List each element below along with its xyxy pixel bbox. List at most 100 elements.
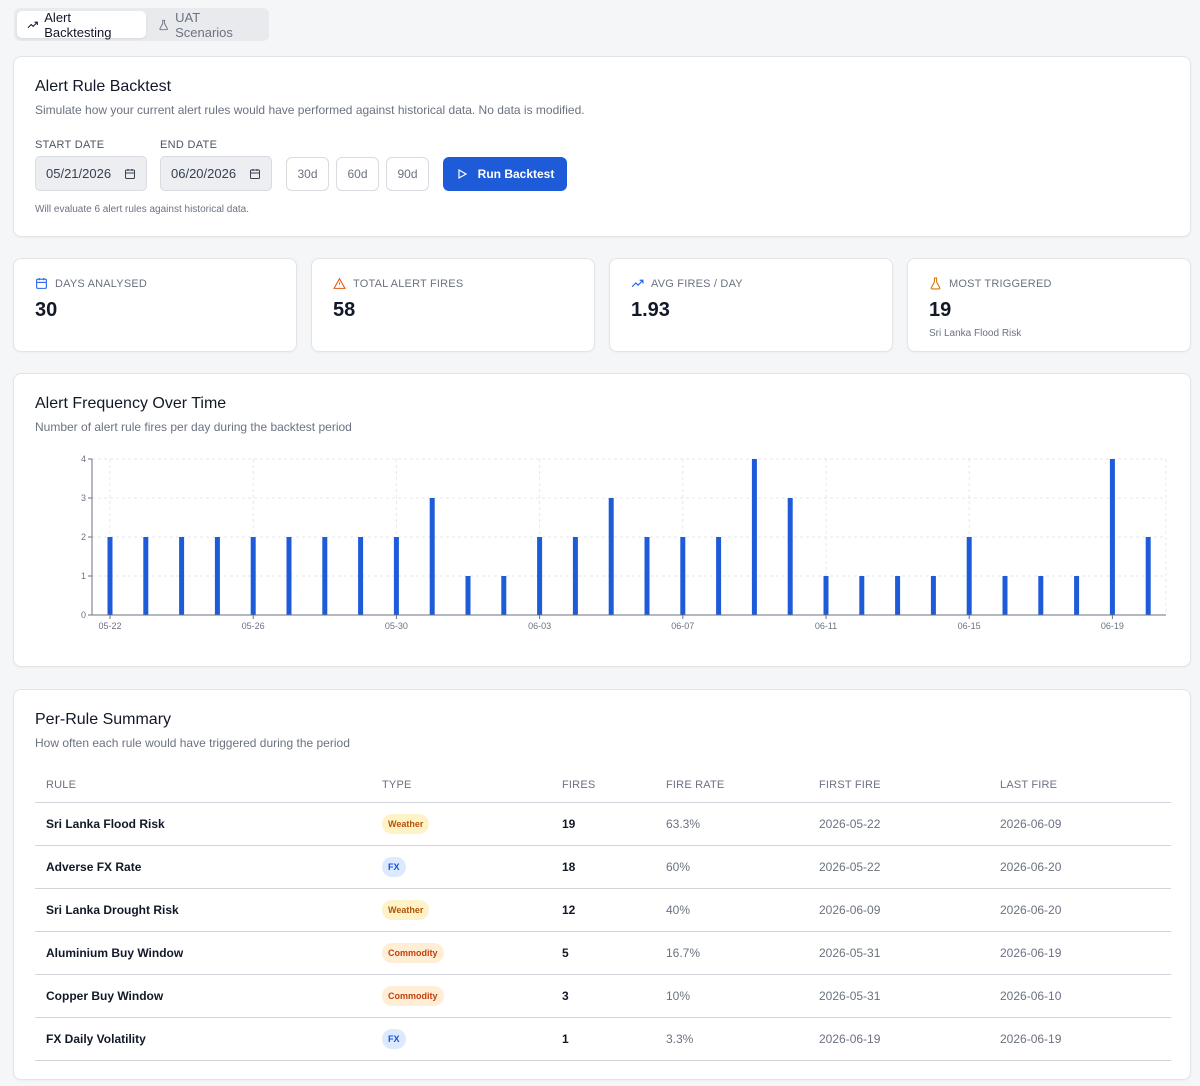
chart-bar <box>250 537 256 615</box>
stat-value: 19 <box>929 299 952 321</box>
chart-bar <box>930 576 936 615</box>
chart-title: Alert Frequency Over Time <box>35 395 227 412</box>
y-tick-label: 3 <box>81 493 86 503</box>
fire-rate: 3.3% <box>655 1017 808 1061</box>
warning-icon <box>333 277 346 289</box>
end-date-label: END DATE <box>160 139 218 151</box>
stat-value: 58 <box>333 299 356 321</box>
calendar-icon <box>36 278 47 289</box>
type-badge: Weather <box>382 899 430 920</box>
x-tick-label: 06-07 <box>671 621 694 631</box>
start-date-input[interactable]: 05/21/2026 <box>35 156 147 191</box>
tab-uat-scenarios[interactable]: UAT Scenarios <box>148 9 266 40</box>
column-header-last-fire[interactable]: LAST FIRE <box>989 768 1171 803</box>
stat-sub: Sri Lanka Flood Risk <box>929 328 1022 339</box>
first-fire: 2026-06-19 <box>808 1017 989 1061</box>
x-tick-label: 05-22 <box>98 621 121 631</box>
start-date-label: START DATE <box>35 139 105 151</box>
run-backtest-button[interactable]: Run Backtest <box>443 157 567 191</box>
type-badge: Weather <box>382 813 430 834</box>
table-title: Per-Rule Summary <box>35 711 172 728</box>
fires-count: 19 <box>551 802 655 846</box>
chart-bar <box>214 537 220 615</box>
backtest-title: Alert Rule Backtest <box>35 78 172 95</box>
stat-value: 1.93 <box>631 299 670 321</box>
type-badge: Commodity <box>382 942 444 963</box>
type-badge: FX <box>382 856 406 877</box>
chart-bar <box>393 537 399 615</box>
y-tick-label: 2 <box>81 532 86 542</box>
view-tabs: Alert Backtesting UAT Scenarios <box>14 8 269 41</box>
column-header-first-fire[interactable]: FIRST FIRE <box>808 768 989 803</box>
trending-up-icon <box>631 279 644 288</box>
preset-90d-button[interactable]: 90d <box>386 157 429 191</box>
stat-label: DAYS ANALYSED <box>55 277 148 290</box>
fires-count: 3 <box>551 974 655 1018</box>
x-tick-label: 06-03 <box>528 621 551 631</box>
rule-name: FX Daily Volatility <box>35 1017 371 1061</box>
x-tick-label: 05-26 <box>242 621 265 631</box>
preset-30d-button[interactable]: 30d <box>286 157 329 191</box>
table-row: Adverse FX Rate FX 18 60% 2026-05-22 202… <box>35 845 1171 889</box>
chart-bar <box>859 576 865 615</box>
rule-name: Copper Buy Window <box>35 974 371 1018</box>
chart-bar <box>286 537 292 615</box>
chart-bar <box>358 537 364 615</box>
chart-bar <box>716 537 722 615</box>
table-header-row: RULE TYPE FIRES FIRE RATE FIRST FIRE LAS… <box>35 768 1171 803</box>
rule-name: Aluminium Buy Window <box>35 931 371 975</box>
first-fire: 2026-05-31 <box>808 974 989 1018</box>
stat-total-alert-fires: TOTAL ALERT FIRES 58 <box>311 258 595 352</box>
start-date-value: 05/21/2026 <box>46 166 112 181</box>
column-header-fires[interactable]: FIRES <box>551 768 655 803</box>
first-fire: 2026-05-31 <box>808 931 989 975</box>
chart-bar <box>143 537 149 615</box>
last-fire: 2026-06-10 <box>989 974 1171 1018</box>
preset-60d-button[interactable]: 60d <box>336 157 379 191</box>
stat-avg-fires-per-day: AVG FIRES / DAY 1.93 <box>609 258 893 352</box>
rule-name: Sri Lanka Flood Risk <box>35 802 371 846</box>
fires-count: 12 <box>551 888 655 932</box>
tab-label: UAT Scenarios <box>175 9 233 40</box>
stat-label: TOTAL ALERT FIRES <box>353 277 464 290</box>
y-tick-label: 1 <box>81 571 86 581</box>
chart-bar <box>1074 576 1080 615</box>
column-header-rule[interactable]: RULE <box>35 768 371 803</box>
calendar-icon <box>125 168 135 179</box>
first-fire: 2026-05-22 <box>808 802 989 846</box>
chart-bar <box>1109 459 1115 615</box>
first-fire: 2026-06-09 <box>808 888 989 932</box>
last-fire: 2026-06-19 <box>989 931 1171 975</box>
backtest-subtitle: Simulate how your current alert rules wo… <box>35 103 585 117</box>
first-fire: 2026-05-22 <box>808 845 989 889</box>
column-header-type[interactable]: TYPE <box>371 768 551 803</box>
fire-rate: 63.3% <box>655 802 808 846</box>
stat-days-analysed: DAYS ANALYSED 30 <box>13 258 297 352</box>
play-icon <box>458 168 467 180</box>
fires-count: 18 <box>551 845 655 889</box>
table-row: Copper Buy Window Commodity 3 10% 2026-0… <box>35 974 1171 1018</box>
tab-label: Alert Backtesting <box>44 9 112 40</box>
type-badge: Commodity <box>382 985 444 1006</box>
run-backtest-label: Run Backtest <box>477 167 555 181</box>
table-row: FX Daily Volatility FX 1 3.3% 2026-06-19… <box>35 1017 1171 1061</box>
column-header-fire-rate[interactable]: FIRE RATE <box>655 768 808 803</box>
stat-label: MOST TRIGGERED <box>949 277 1052 290</box>
fire-rate: 16.7% <box>655 931 808 975</box>
stat-label: AVG FIRES / DAY <box>651 277 743 290</box>
end-date-input[interactable]: 06/20/2026 <box>160 156 272 191</box>
chart-bar <box>787 498 793 615</box>
backtest-card: Alert Rule Backtest Simulate how your cu… <box>13 56 1191 237</box>
chart-bar <box>179 537 185 615</box>
flask-icon <box>930 277 941 290</box>
stat-value: 30 <box>35 299 58 321</box>
alert-frequency-chart: 0 1 2 3 4 05-22 05-26 05-30 06-03 06-07 06-11 06-15… <box>81 454 1167 631</box>
chart-bar <box>572 537 578 615</box>
fires-count: 1 <box>551 1017 655 1061</box>
last-fire: 2026-06-20 <box>989 888 1171 932</box>
chart-bar <box>501 576 507 615</box>
chart-bar <box>608 498 614 615</box>
table-row: Aluminium Buy Window Commodity 5 16.7% 2… <box>35 931 1171 975</box>
chart-bar <box>751 459 757 615</box>
tab-alert-backtesting[interactable]: Alert Backtesting <box>17 9 146 40</box>
